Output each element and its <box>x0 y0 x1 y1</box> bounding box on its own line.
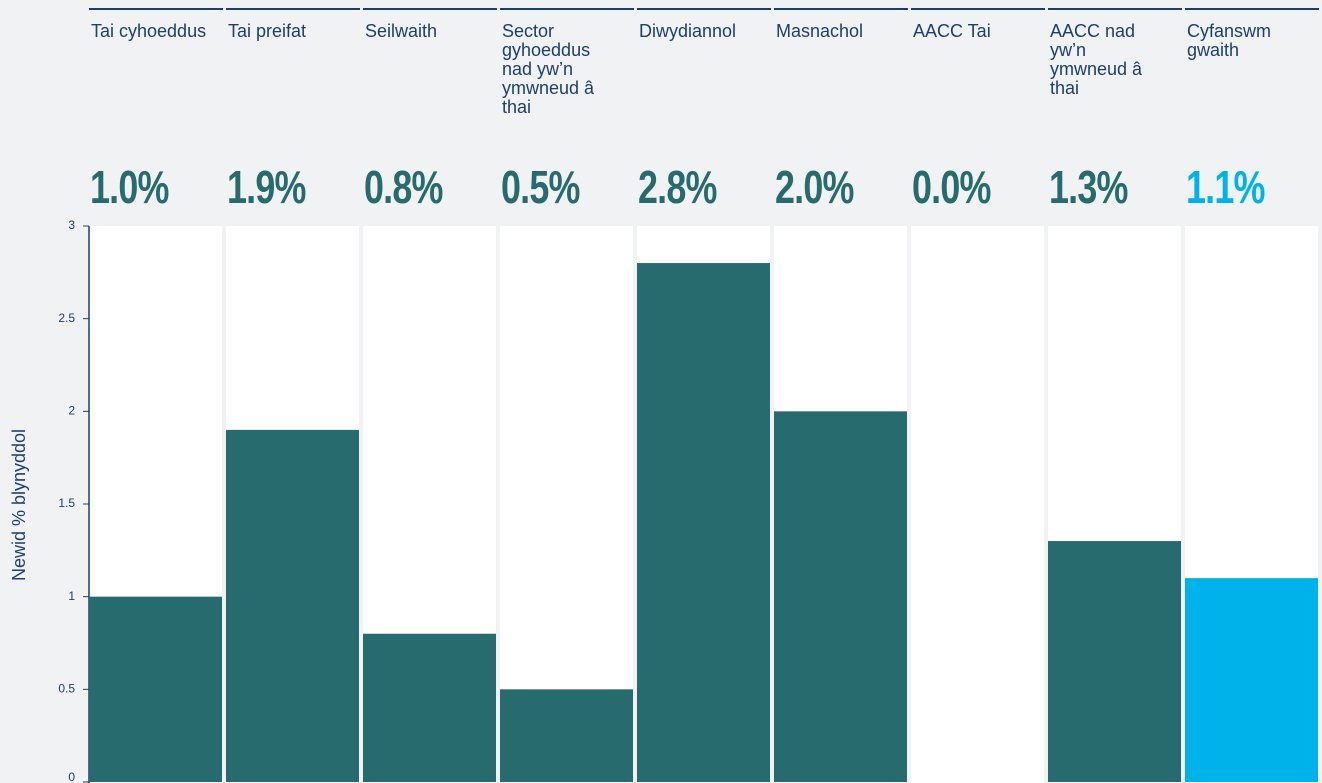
header-rule <box>774 8 908 10</box>
category-label: Sector gyhoeddus nad yw’n ymwneud â thai <box>502 21 595 117</box>
category-label: Tai cyhoeddus <box>91 21 207 41</box>
category-label: AACC nad yw’n ymwneud â thai <box>1050 21 1143 98</box>
bar <box>363 633 496 782</box>
bar <box>89 596 222 782</box>
y-tick-label: 1 <box>68 589 75 603</box>
header-rule <box>1048 8 1182 10</box>
value-label: 1.9% <box>227 161 306 213</box>
header-rule <box>500 8 634 10</box>
bar <box>500 689 633 782</box>
header-rule <box>911 8 1045 10</box>
category-label: Masnachol <box>776 21 864 41</box>
value-label: 1.1% <box>1186 161 1265 213</box>
category-label: AACC Tai <box>913 21 991 41</box>
y-tick-label: 3 <box>68 218 75 232</box>
bar <box>1185 578 1318 782</box>
value-label: 0.8% <box>364 161 443 213</box>
value-label: 2.0% <box>775 161 854 213</box>
y-tick-label: 2.5 <box>58 311 75 325</box>
bar <box>226 429 359 782</box>
category-label: Cyfanswm gwaith <box>1187 21 1272 60</box>
y-tick-label: 2 <box>68 404 75 418</box>
value-label: 2.8% <box>638 161 717 213</box>
column-background <box>911 226 1044 783</box>
bar <box>1048 541 1181 782</box>
value-label: 1.3% <box>1049 161 1128 213</box>
bar <box>774 411 907 782</box>
y-tick-label: 1.5 <box>58 496 75 510</box>
value-label: 0.5% <box>501 161 580 213</box>
header-rule <box>637 8 771 10</box>
y-tick-label: 0.5 <box>58 682 75 696</box>
header-rule <box>1185 8 1319 10</box>
y-axis-label: Newid % blynyddol <box>9 429 29 581</box>
category-label: Seilwaith <box>365 21 438 41</box>
header-rule <box>363 8 497 10</box>
category-label: Diwydiannol <box>639 21 737 41</box>
header-rule <box>89 8 223 10</box>
y-tick-label: 0 <box>68 770 75 783</box>
header-rule <box>226 8 360 10</box>
category-label: Tai preifat <box>228 21 307 41</box>
bar <box>637 263 770 783</box>
value-label: 0.0% <box>912 161 991 213</box>
value-label: 1.0% <box>90 161 169 213</box>
